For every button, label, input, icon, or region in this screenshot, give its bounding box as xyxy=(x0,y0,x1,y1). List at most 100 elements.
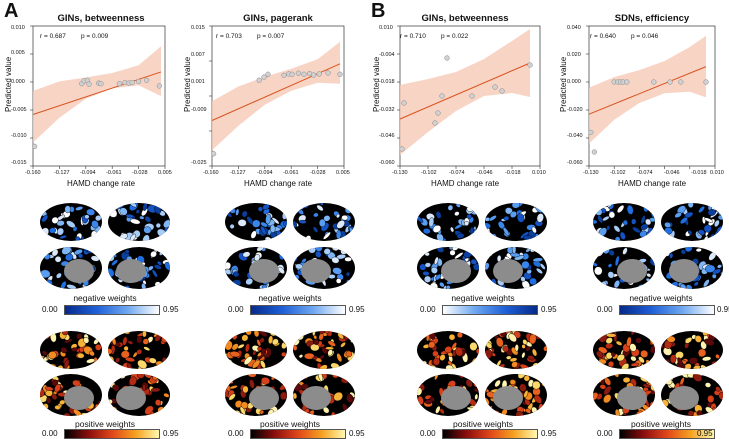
plot-stats-r: r = 0.710 xyxy=(400,33,426,40)
x-axis-label: HAMD change rate xyxy=(66,179,136,188)
y-tick-label: -0.004 xyxy=(379,52,395,58)
brain-hemisphere xyxy=(593,203,655,241)
medial-wall xyxy=(249,386,279,410)
data-point xyxy=(399,146,405,152)
brain-hemisphere xyxy=(40,203,102,241)
data-point xyxy=(435,110,441,116)
plot-title: GINs, pagerank xyxy=(243,13,313,24)
data-point xyxy=(591,149,598,155)
x-tick-label: -0.074 xyxy=(637,170,653,176)
y-tick-label: 0.010 xyxy=(11,25,25,31)
scatter-plot xyxy=(586,25,716,169)
colorbar xyxy=(619,305,715,315)
colorbar xyxy=(442,429,538,439)
medial-wall xyxy=(441,259,471,283)
medial-wall xyxy=(301,259,331,283)
colorbar-min: 0.00 xyxy=(42,305,58,314)
brain-hemisphere xyxy=(293,331,355,369)
colorbar-min: 0.00 xyxy=(597,429,613,438)
brain-hemisphere xyxy=(40,374,102,416)
x-tick-label: -0.061 xyxy=(106,170,122,176)
brain-hemisphere xyxy=(485,331,547,369)
colorbar xyxy=(250,429,346,439)
data-point xyxy=(316,71,322,77)
x-tick-label: -0.102 xyxy=(421,170,437,176)
brain-hemisphere xyxy=(108,203,170,241)
data-point xyxy=(678,79,684,85)
brain-hemisphere xyxy=(225,247,287,289)
plot-stats-p: p = 0.046 xyxy=(631,33,659,40)
scatter-plot xyxy=(209,25,345,169)
y-tick-label: -0.060 xyxy=(567,160,583,166)
colorbar-label: negative weights xyxy=(258,293,322,303)
data-point xyxy=(301,71,307,77)
data-point xyxy=(31,143,38,150)
brain-hemisphere xyxy=(417,374,479,416)
y-tick-label: -0.025 xyxy=(191,160,207,166)
x-tick-label: -0.102 xyxy=(610,170,626,176)
colorbar-max: 0.95 xyxy=(163,429,179,438)
brain-hemisphere xyxy=(661,331,723,369)
x-tick-label: -0.018 xyxy=(505,170,521,176)
data-point xyxy=(116,81,123,87)
plot-title: SDNs, efficiency xyxy=(614,13,690,24)
data-point xyxy=(261,74,267,80)
x-tick-label: -0.160 xyxy=(203,170,219,176)
brain-hemisphere xyxy=(661,247,723,289)
medial-wall xyxy=(669,259,699,283)
x-tick-label: 0.005 xyxy=(158,170,172,176)
plot-title: GINs, betweenness xyxy=(421,13,509,24)
data-point xyxy=(98,81,104,87)
colorbar xyxy=(64,305,160,315)
medial-wall xyxy=(116,386,146,410)
data-point xyxy=(295,70,302,76)
data-point xyxy=(588,129,594,136)
colorbar-min: 0.00 xyxy=(228,429,244,438)
y-tick-label: 0.040 xyxy=(567,25,581,31)
medial-wall xyxy=(249,259,279,283)
brain-hemisphere xyxy=(293,374,355,416)
x-tick-label: 0.010 xyxy=(532,170,546,176)
x-tick-label: -0.028 xyxy=(132,170,148,176)
y-tick-label: 0.000 xyxy=(567,79,581,85)
data-point xyxy=(310,72,317,78)
data-point xyxy=(281,72,287,78)
medial-wall xyxy=(64,259,94,283)
data-point xyxy=(210,151,217,157)
x-tick-label: 0.010 xyxy=(710,170,724,176)
x-axis-label: HAMD change rate xyxy=(617,179,687,188)
x-axis-label: HAMD change rate xyxy=(430,179,500,188)
data-point xyxy=(325,70,331,76)
x-tick-label: -0.127 xyxy=(54,170,70,176)
y-tick-label: 0.015 xyxy=(191,25,205,31)
x-tick-label: -0.130 xyxy=(392,170,408,176)
brain-hemisphere xyxy=(485,203,547,241)
colorbar-min: 0.00 xyxy=(420,429,436,438)
y-tick-label: 0.020 xyxy=(567,52,581,58)
brain-hemisphere xyxy=(661,374,723,416)
regression-line xyxy=(399,62,531,120)
brain-hemisphere xyxy=(225,331,287,369)
y-tick-label: -0.046 xyxy=(379,133,395,139)
x-tick-label: -0.061 xyxy=(283,170,299,176)
x-tick-label: -0.046 xyxy=(477,170,493,176)
medial-wall xyxy=(64,386,94,410)
medial-wall xyxy=(493,259,523,283)
medial-wall xyxy=(493,386,523,410)
y-tick-label: -0.005 xyxy=(11,107,27,113)
colorbar-max: 0.95 xyxy=(541,429,557,438)
medial-wall xyxy=(669,386,699,410)
colorbar xyxy=(64,429,160,439)
colorbar xyxy=(442,305,538,315)
y-tick-label: -0.018 xyxy=(379,79,395,85)
colorbar-label: positive weights xyxy=(74,419,135,429)
y-tick-label: 0.007 xyxy=(191,52,205,58)
plot-stats-r: r = 0.640 xyxy=(590,33,616,40)
brain-hemisphere xyxy=(485,247,547,289)
medial-wall xyxy=(617,259,647,283)
data-point xyxy=(499,88,505,94)
data-point xyxy=(143,77,150,83)
data-point xyxy=(439,93,445,99)
confidence-band xyxy=(589,35,706,144)
brain-hemisphere xyxy=(593,247,655,289)
